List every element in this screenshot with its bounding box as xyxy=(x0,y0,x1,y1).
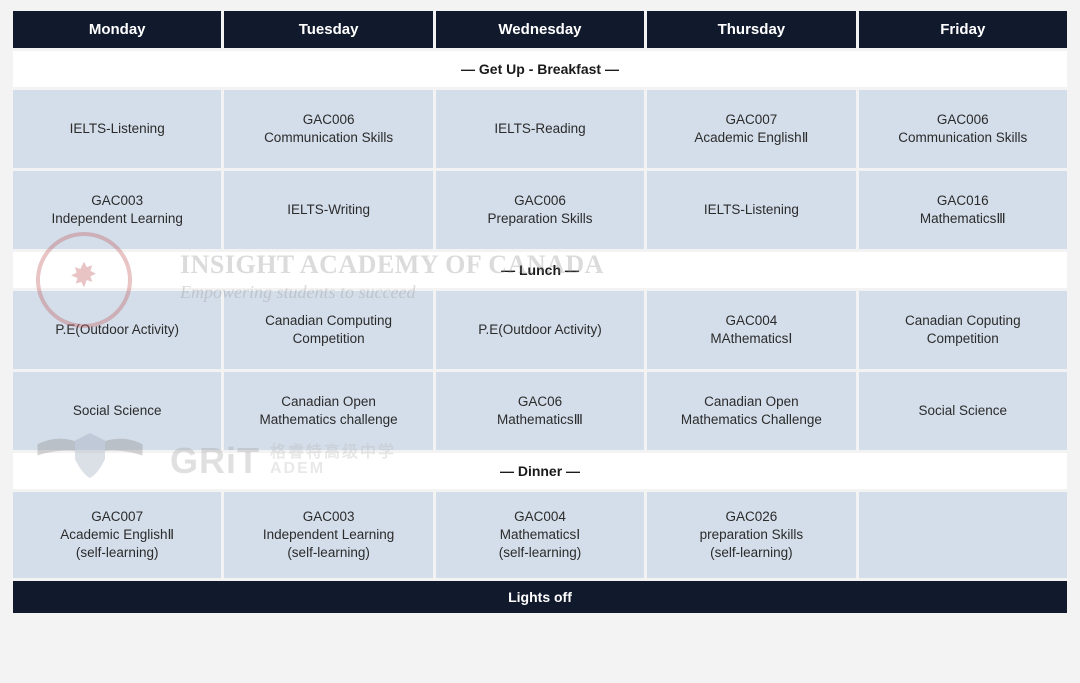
banner-breakfast: — Get Up - Breakfast — xyxy=(13,51,1067,87)
cell: IELTS-Reading xyxy=(436,90,644,168)
cell: Canadian CoputingCompetition xyxy=(859,291,1067,369)
cell: GAC06MathematicsⅢ xyxy=(436,372,644,450)
cell: GAC007Academic EnglishⅡ xyxy=(647,90,855,168)
banner-dinner: — Dinner — xyxy=(13,453,1067,489)
header-monday: Monday xyxy=(13,11,221,48)
banner-lunch: — Lunch — xyxy=(13,252,1067,288)
cell: GAC004MAthematicsⅠ xyxy=(647,291,855,369)
cell: Canadian OpenMathematics Challenge xyxy=(647,372,855,450)
cell: P.E(Outdoor Activity) xyxy=(436,291,644,369)
row-afternoon-1: P.E(Outdoor Activity) Canadian Computing… xyxy=(13,291,1067,369)
cell: GAC004MathematicsⅠ(self-learning) xyxy=(436,492,644,578)
cell: GAC006Preparation Skills xyxy=(436,171,644,249)
header-tuesday: Tuesday xyxy=(224,11,432,48)
cell: Canadian ComputingCompetition xyxy=(224,291,432,369)
cell: GAC003Independent Learning(self-learning… xyxy=(224,492,432,578)
cell: GAC016MathematicsⅢ xyxy=(859,171,1067,249)
header-row: Monday Tuesday Wednesday Thursday Friday xyxy=(13,11,1067,48)
schedule-table: Monday Tuesday Wednesday Thursday Friday… xyxy=(10,8,1070,616)
cell: IELTS-Listening xyxy=(13,90,221,168)
cell: IELTS-Listening xyxy=(647,171,855,249)
cell: P.E(Outdoor Activity) xyxy=(13,291,221,369)
cell: GAC026preparation Skills(self-learning) xyxy=(647,492,855,578)
row-afternoon-2: Social Science Canadian OpenMathematics … xyxy=(13,372,1067,450)
banner-lights-off: Lights off xyxy=(13,581,1067,613)
cell: GAC006Communication Skills xyxy=(859,90,1067,168)
row-morning-1: IELTS-Listening GAC006Communication Skil… xyxy=(13,90,1067,168)
row-morning-2: GAC003Independent Learning IELTS-Writing… xyxy=(13,171,1067,249)
cell: IELTS-Writing xyxy=(224,171,432,249)
cell: Canadian OpenMathematics challenge xyxy=(224,372,432,450)
header-thursday: Thursday xyxy=(647,11,855,48)
cell: Social Science xyxy=(13,372,221,450)
cell: GAC006Communication Skills xyxy=(224,90,432,168)
cell: Social Science xyxy=(859,372,1067,450)
cell xyxy=(859,492,1067,578)
row-evening: GAC007Academic EnglishⅡ(self-learning) G… xyxy=(13,492,1067,578)
cell: GAC003Independent Learning xyxy=(13,171,221,249)
header-friday: Friday xyxy=(859,11,1067,48)
cell: GAC007Academic EnglishⅡ(self-learning) xyxy=(13,492,221,578)
header-wednesday: Wednesday xyxy=(436,11,644,48)
